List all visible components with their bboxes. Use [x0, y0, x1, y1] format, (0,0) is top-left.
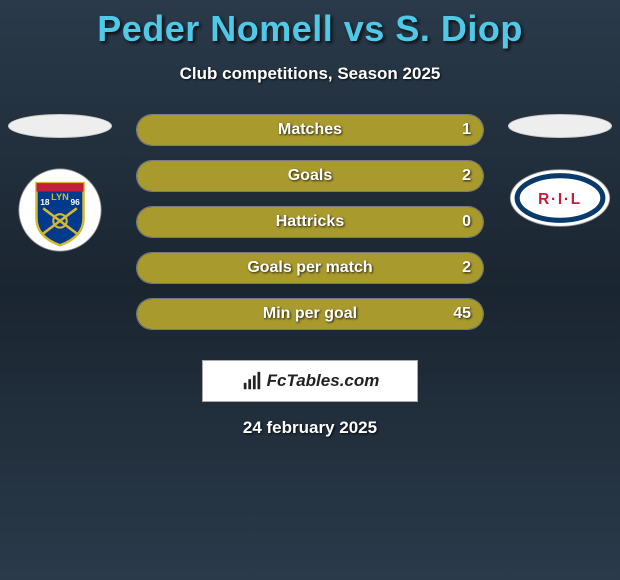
stats-list: Matches 1 Goals 2 Hattricks 0 Goals per … [136, 114, 484, 330]
svg-text:96: 96 [70, 197, 80, 207]
chart-icon [241, 370, 263, 392]
svg-text:R·I·L: R·I·L [538, 191, 582, 208]
right-club-logo: R·I·L [508, 168, 612, 228]
page-title: Peder Nomell vs S. Diop [0, 0, 620, 50]
date-label: 24 february 2025 [0, 418, 620, 438]
stat-label: Goals per match [137, 253, 483, 283]
stat-row-matches: Matches 1 [136, 114, 484, 146]
stat-label: Goals [137, 161, 483, 191]
right-column: R·I·L [508, 114, 612, 228]
stat-label: Hattricks [137, 207, 483, 237]
stat-row-hattricks: Hattricks 0 [136, 206, 484, 238]
brand-box[interactable]: FcTables.com [202, 360, 418, 402]
stat-value-right: 1 [462, 115, 471, 145]
stat-row-goals: Goals 2 [136, 160, 484, 192]
svg-text:LYN: LYN [51, 192, 69, 202]
comparison-content: 18 96 LYN R·I·L Matches 1 Goals [0, 114, 620, 344]
stat-label: Min per goal [137, 299, 483, 329]
right-player-avatar [508, 114, 612, 138]
stat-row-min-per-goal: Min per goal 45 [136, 298, 484, 330]
subtitle: Club competitions, Season 2025 [0, 64, 620, 84]
stat-label: Matches [137, 115, 483, 145]
stat-value-right: 0 [462, 207, 471, 237]
left-player-avatar [8, 114, 112, 138]
svg-text:18: 18 [40, 197, 50, 207]
stat-row-goals-per-match: Goals per match 2 [136, 252, 484, 284]
stat-value-right: 2 [462, 253, 471, 283]
stat-value-right: 45 [453, 299, 471, 329]
left-club-logo: 18 96 LYN [18, 168, 102, 252]
stat-value-right: 2 [462, 161, 471, 191]
left-column: 18 96 LYN [8, 114, 112, 252]
brand-text: FcTables.com [267, 371, 380, 391]
